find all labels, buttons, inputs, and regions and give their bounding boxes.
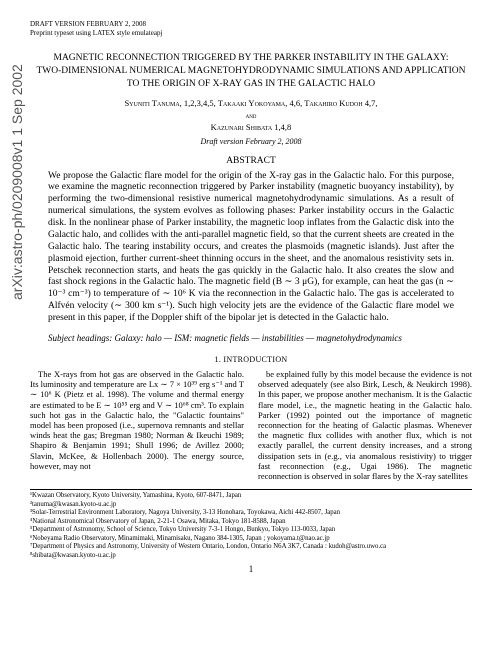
footnote: ²tanuma@kwasan.kyoto-u.ac.jp [30,501,472,509]
abstract-text: We propose the Galactic flare model for … [48,171,454,325]
title-line-2: TWO-DIMENSIONAL NUMERICAL MAGNETOHYDRODY… [30,65,472,91]
author-and: and [30,111,472,121]
title-line-1: MAGNETIC RECONNECTION TRIGGERED BY THE P… [30,52,472,65]
preprint-style-line: Preprint typeset using LATEX style emula… [30,29,472,38]
footnote: ⁸shibata@kwasan.kyoto-u.ac.jp [30,552,472,560]
footnote: ⁶Nobeyama Radio Observatory, Minamimaki,… [30,535,472,543]
section-1-heading: 1. INTRODUCTION [30,355,472,365]
footnote: ⁷Department of Physics and Astronomy, Un… [30,543,472,551]
author-line-1: Syuniti Tanuma, 1,2,3,4,5, Takaaki Yokoy… [30,97,472,110]
col-right-para: be explained fully by this model because… [258,369,472,481]
footnote: ⁵Department of Astronomy, School of Scie… [30,526,472,534]
subject-headings: Subject headings: Galaxy: halo — ISM: ma… [48,333,454,345]
footnote: ³Solar-Terrestrial Environment Laborator… [30,509,472,517]
body-columns: The X-rays from hot gas are observed in … [30,369,472,481]
draft-date: Draft version February 2, 2008 [30,137,472,147]
preprint-header: DRAFT VERSION FEBRUARY 2, 2008 Preprint … [30,20,472,38]
page-number: 1 [30,564,472,576]
col-left-para: The X-rays from hot gas are observed in … [30,369,244,471]
footnotes: ¹Kwazan Observatory, Kyoto University, Y… [30,489,472,560]
author-line-2: Kazunari Shibata 1,4,8 [30,121,472,134]
abstract-heading: ABSTRACT [30,155,472,167]
arxiv-label: arXiv:astro-ph/0209008v1 1 Sep 2002 [8,64,26,300]
draft-version-line: DRAFT VERSION FEBRUARY 2, 2008 [30,20,472,29]
footnote: ¹Kwazan Observatory, Kyoto University, Y… [30,492,472,500]
footnote: ⁴National Astronomical Observatory of Ja… [30,518,472,526]
paper-title: MAGNETIC RECONNECTION TRIGGERED BY THE P… [30,52,472,90]
